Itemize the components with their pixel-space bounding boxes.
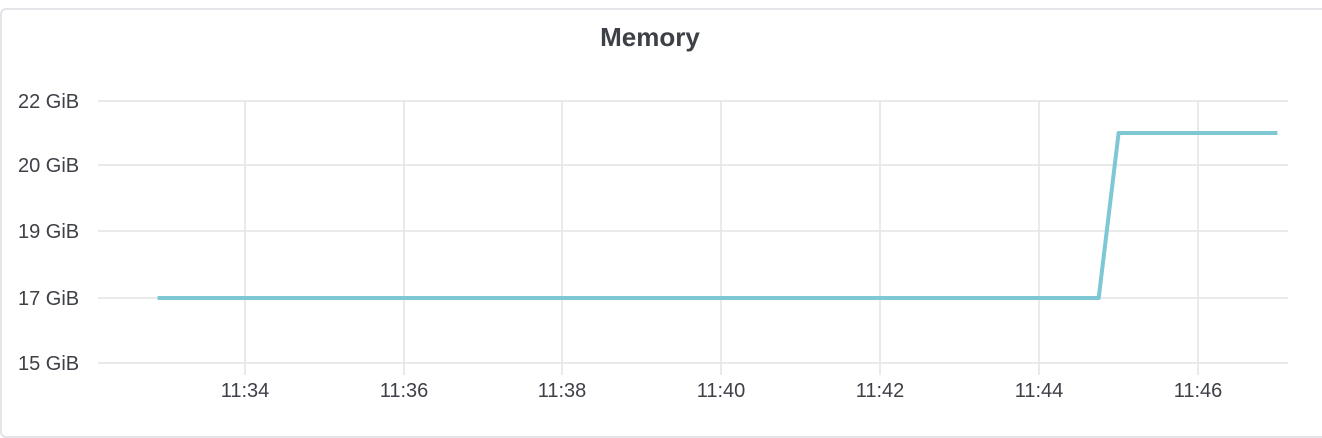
x-tick-label: 11:44	[1015, 380, 1064, 402]
y-tick-label: 19 GiB	[18, 221, 79, 243]
x-tick-label: 11:36	[380, 380, 429, 402]
series-group	[157, 131, 1278, 300]
x-tick-label: 11:46	[1174, 380, 1223, 402]
y-tick-label: 20 GiB	[18, 155, 79, 177]
memory-series-line	[157, 131, 1278, 300]
y-tick-label: 22 GiB	[18, 91, 79, 113]
y-axis-labels: 15 GiB 17 GiB 19 GiB 20 GiB 22 GiB	[18, 91, 79, 375]
x-axis-labels: 11:34 11:36 11:38 11:40 11:42 11:44 11:46	[221, 380, 1223, 402]
y-tick-label: 17 GiB	[18, 288, 79, 310]
x-tick-label: 11:34	[221, 380, 270, 402]
x-gridlines	[244, 101, 1199, 375]
y-gridlines	[98, 100, 1288, 364]
memory-panel	[0, 8, 1322, 438]
x-tick-label: 11:40	[697, 380, 746, 402]
panel-title: Memory	[600, 22, 700, 52]
x-tick-label: 11:42	[856, 380, 905, 402]
x-tick-label: 11:38	[538, 380, 587, 402]
y-tick-label: 15 GiB	[18, 353, 79, 375]
